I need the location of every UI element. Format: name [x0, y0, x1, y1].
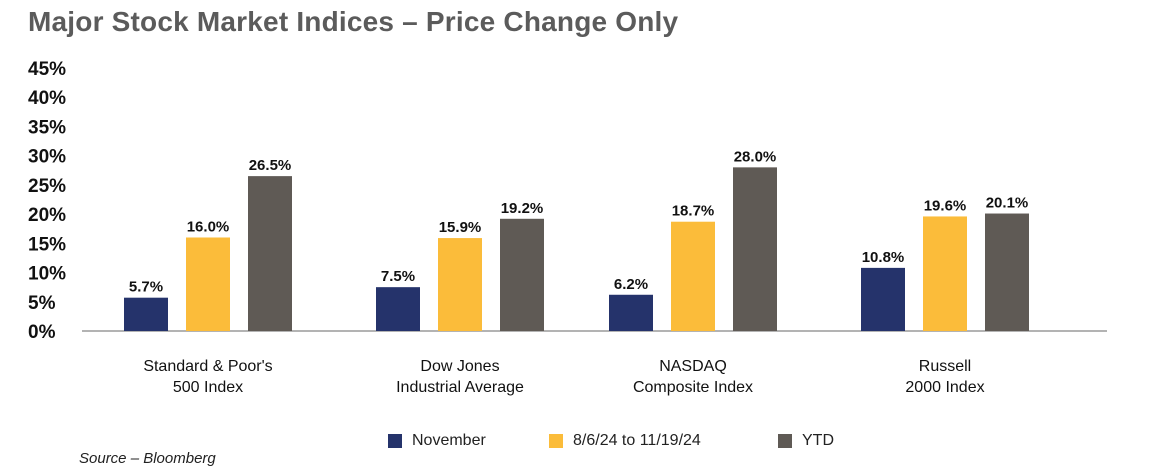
bar-ytd-0	[248, 176, 292, 331]
bar-period-2	[671, 221, 715, 331]
legend-item: November	[388, 432, 486, 450]
data-label: 28.0%	[734, 148, 777, 165]
bar-ytd-2	[733, 167, 777, 331]
legend-label: November	[412, 432, 486, 449]
x-category-label: 500 Index	[173, 379, 243, 396]
source-note: Source – Bloomberg	[79, 450, 216, 467]
x-category-label: Industrial Average	[396, 379, 524, 396]
y-tick-label: 25%	[28, 176, 66, 197]
x-category-label: NASDAQ	[659, 358, 727, 375]
data-label: 6.2%	[614, 276, 648, 293]
legend-swatch	[388, 434, 402, 448]
bar-november-3	[861, 267, 905, 331]
y-tick-label: 5%	[28, 293, 56, 314]
bar-november-0	[124, 297, 168, 331]
y-tick-label: 10%	[28, 264, 66, 285]
data-label: 10.8%	[862, 249, 905, 266]
chart-legend: November 8/6/24 to 11/19/24 YTD	[0, 432, 1174, 452]
x-category-label: 2000 Index	[905, 379, 984, 396]
chart-title: Major Stock Market Indices – Price Chang…	[28, 6, 679, 37]
bar-chart: 0% 5% 10% 15% 20% 25% 30% 35% 40% 45% 5.7% 7.5% 6.2%…	[28, 59, 1107, 396]
legend-swatch	[778, 434, 792, 448]
bar-ytd-3	[985, 213, 1029, 331]
data-label: 15.9%	[439, 219, 482, 236]
bar-november-2	[609, 294, 653, 331]
data-label: 19.6%	[924, 197, 967, 214]
y-tick-label: 30%	[28, 147, 66, 168]
x-category-label: Dow Jones	[420, 358, 499, 375]
data-label: 19.2%	[501, 200, 544, 217]
legend-label: YTD	[802, 432, 834, 449]
bar-ytd-1	[500, 218, 544, 331]
bar-november-1	[376, 287, 420, 331]
data-label: 26.5%	[249, 157, 292, 174]
legend-item: YTD	[778, 432, 834, 450]
x-category-label: Russell	[919, 358, 971, 375]
bar-period-0	[186, 237, 230, 331]
y-tick-label: 0%	[28, 322, 56, 343]
legend-swatch	[549, 434, 563, 448]
legend-label: 8/6/24 to 11/19/24	[573, 432, 701, 449]
legend-item: 8/6/24 to 11/19/24	[549, 432, 701, 450]
x-category-label: Composite Index	[633, 379, 753, 396]
data-label: 20.1%	[986, 195, 1029, 212]
data-label: 16.0%	[187, 218, 230, 235]
y-tick-label: 15%	[28, 234, 66, 255]
y-tick-label: 20%	[28, 205, 66, 226]
data-label: 7.5%	[381, 268, 415, 285]
data-label: 18.7%	[672, 203, 715, 220]
bar-period-1	[438, 238, 482, 331]
x-category-label: Standard & Poor's	[143, 358, 272, 375]
y-tick-label: 35%	[28, 117, 66, 138]
data-label: 5.7%	[129, 279, 163, 296]
y-tick-label: 45%	[28, 59, 66, 80]
bar-period-3	[923, 216, 967, 331]
y-tick-label: 40%	[28, 88, 66, 109]
